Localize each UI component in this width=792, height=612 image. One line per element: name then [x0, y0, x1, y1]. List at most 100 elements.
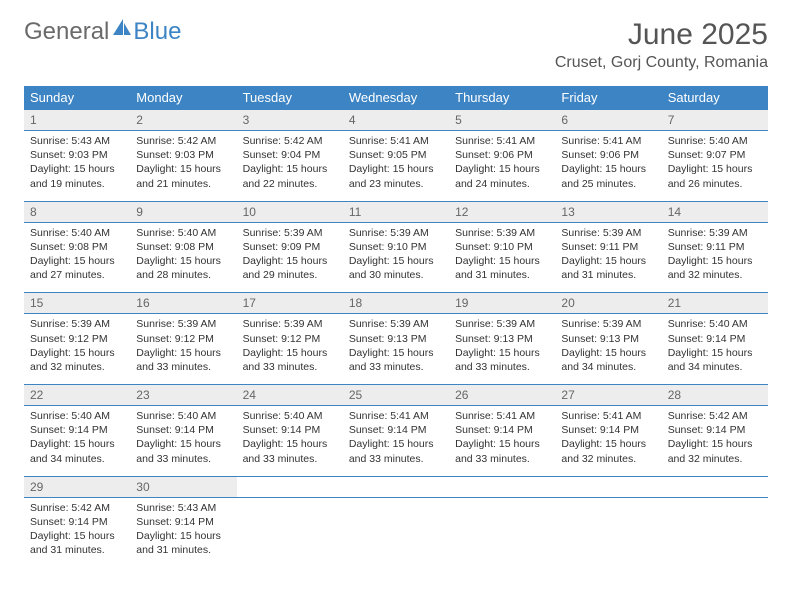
- daylight-text-2: and 31 minutes.: [561, 268, 655, 282]
- daylight-text-1: Daylight: 15 hours: [455, 254, 549, 268]
- daylight-text-2: and 32 minutes.: [30, 360, 124, 374]
- daylight-text-2: and 28 minutes.: [136, 268, 230, 282]
- daylight-text-1: Daylight: 15 hours: [30, 437, 124, 451]
- sunrise-text: Sunrise: 5:39 AM: [668, 226, 762, 240]
- day-detail-cell: Sunrise: 5:40 AMSunset: 9:14 PMDaylight:…: [130, 406, 236, 477]
- daylight-text-1: Daylight: 15 hours: [136, 529, 230, 543]
- sunset-text: Sunset: 9:14 PM: [30, 515, 124, 529]
- daylight-text-1: Daylight: 15 hours: [136, 162, 230, 176]
- sunset-text: Sunset: 9:08 PM: [30, 240, 124, 254]
- day-number: 5: [449, 110, 555, 131]
- sunset-text: Sunset: 9:07 PM: [668, 148, 762, 162]
- daylight-text-1: Daylight: 15 hours: [561, 162, 655, 176]
- daylight-text-1: Daylight: 15 hours: [243, 437, 337, 451]
- sunrise-text: Sunrise: 5:42 AM: [668, 409, 762, 423]
- day-number: 20: [555, 293, 661, 314]
- day-number-row: 22232425262728: [24, 385, 768, 406]
- sunset-text: Sunset: 9:14 PM: [136, 423, 230, 437]
- sunrise-text: Sunrise: 5:39 AM: [349, 226, 443, 240]
- dow-wednesday: Wednesday: [343, 86, 449, 110]
- day-number: [555, 476, 661, 497]
- daylight-text-1: Daylight: 15 hours: [455, 346, 549, 360]
- daylight-text-1: Daylight: 15 hours: [349, 437, 443, 451]
- day-detail-cell: Sunrise: 5:39 AMSunset: 9:09 PMDaylight:…: [237, 222, 343, 293]
- day-detail-cell: [237, 497, 343, 567]
- daylight-text-1: Daylight: 15 hours: [668, 254, 762, 268]
- sunset-text: Sunset: 9:04 PM: [243, 148, 337, 162]
- day-detail-row: Sunrise: 5:40 AMSunset: 9:14 PMDaylight:…: [24, 406, 768, 477]
- day-number: 19: [449, 293, 555, 314]
- day-detail-cell: Sunrise: 5:39 AMSunset: 9:11 PMDaylight:…: [662, 222, 768, 293]
- sunset-text: Sunset: 9:12 PM: [136, 332, 230, 346]
- day-number: 22: [24, 385, 130, 406]
- sunset-text: Sunset: 9:06 PM: [455, 148, 549, 162]
- day-detail-row: Sunrise: 5:40 AMSunset: 9:08 PMDaylight:…: [24, 222, 768, 293]
- day-number: 4: [343, 110, 449, 131]
- sunrise-text: Sunrise: 5:40 AM: [136, 409, 230, 423]
- sunrise-text: Sunrise: 5:41 AM: [455, 134, 549, 148]
- day-number: 15: [24, 293, 130, 314]
- daylight-text-2: and 24 minutes.: [455, 177, 549, 191]
- day-number: 27: [555, 385, 661, 406]
- day-detail-cell: Sunrise: 5:42 AMSunset: 9:03 PMDaylight:…: [130, 131, 236, 202]
- day-detail-cell: Sunrise: 5:41 AMSunset: 9:06 PMDaylight:…: [555, 131, 661, 202]
- logo: General Blue: [24, 18, 181, 46]
- day-number: [237, 476, 343, 497]
- day-detail-cell: Sunrise: 5:42 AMSunset: 9:04 PMDaylight:…: [237, 131, 343, 202]
- sunset-text: Sunset: 9:13 PM: [349, 332, 443, 346]
- day-detail-cell: [343, 497, 449, 567]
- sunset-text: Sunset: 9:06 PM: [561, 148, 655, 162]
- day-detail-cell: Sunrise: 5:39 AMSunset: 9:11 PMDaylight:…: [555, 222, 661, 293]
- day-number: 18: [343, 293, 449, 314]
- sunrise-text: Sunrise: 5:39 AM: [561, 317, 655, 331]
- sunrise-text: Sunrise: 5:43 AM: [30, 134, 124, 148]
- day-number: 17: [237, 293, 343, 314]
- daylight-text-1: Daylight: 15 hours: [561, 437, 655, 451]
- day-number: 14: [662, 201, 768, 222]
- daylight-text-2: and 26 minutes.: [668, 177, 762, 191]
- day-number: 8: [24, 201, 130, 222]
- sunrise-text: Sunrise: 5:39 AM: [30, 317, 124, 331]
- sunrise-text: Sunrise: 5:41 AM: [561, 134, 655, 148]
- daylight-text-2: and 33 minutes.: [349, 360, 443, 374]
- sunset-text: Sunset: 9:14 PM: [349, 423, 443, 437]
- sunset-text: Sunset: 9:03 PM: [30, 148, 124, 162]
- day-detail-row: Sunrise: 5:42 AMSunset: 9:14 PMDaylight:…: [24, 497, 768, 567]
- sunrise-text: Sunrise: 5:39 AM: [455, 226, 549, 240]
- daylight-text-1: Daylight: 15 hours: [561, 254, 655, 268]
- sunset-text: Sunset: 9:14 PM: [30, 423, 124, 437]
- day-number: 2: [130, 110, 236, 131]
- sunset-text: Sunset: 9:05 PM: [349, 148, 443, 162]
- daylight-text-2: and 31 minutes.: [30, 543, 124, 557]
- sunrise-text: Sunrise: 5:42 AM: [243, 134, 337, 148]
- sunset-text: Sunset: 9:10 PM: [349, 240, 443, 254]
- day-number-row: 2930: [24, 476, 768, 497]
- daylight-text-2: and 32 minutes.: [561, 452, 655, 466]
- day-detail-cell: Sunrise: 5:39 AMSunset: 9:13 PMDaylight:…: [555, 314, 661, 385]
- sunrise-text: Sunrise: 5:39 AM: [455, 317, 549, 331]
- daylight-text-1: Daylight: 15 hours: [668, 162, 762, 176]
- daylight-text-1: Daylight: 15 hours: [30, 529, 124, 543]
- day-number: 26: [449, 385, 555, 406]
- daylight-text-2: and 33 minutes.: [349, 452, 443, 466]
- day-detail-cell: Sunrise: 5:42 AMSunset: 9:14 PMDaylight:…: [662, 406, 768, 477]
- day-number: 30: [130, 476, 236, 497]
- sunset-text: Sunset: 9:13 PM: [561, 332, 655, 346]
- dow-tuesday: Tuesday: [237, 86, 343, 110]
- sunrise-text: Sunrise: 5:41 AM: [455, 409, 549, 423]
- day-number: 29: [24, 476, 130, 497]
- sunrise-text: Sunrise: 5:39 AM: [349, 317, 443, 331]
- sunrise-text: Sunrise: 5:39 AM: [561, 226, 655, 240]
- sunrise-text: Sunrise: 5:40 AM: [668, 317, 762, 331]
- daylight-text-2: and 32 minutes.: [668, 452, 762, 466]
- daylight-text-2: and 27 minutes.: [30, 268, 124, 282]
- daylight-text-2: and 23 minutes.: [349, 177, 443, 191]
- sunrise-text: Sunrise: 5:39 AM: [243, 226, 337, 240]
- daylight-text-1: Daylight: 15 hours: [243, 162, 337, 176]
- sunset-text: Sunset: 9:14 PM: [243, 423, 337, 437]
- day-detail-cell: Sunrise: 5:40 AMSunset: 9:14 PMDaylight:…: [24, 406, 130, 477]
- title-block: June 2025 Cruset, Gorj County, Romania: [555, 18, 768, 72]
- day-number: [662, 476, 768, 497]
- daylight-text-2: and 25 minutes.: [561, 177, 655, 191]
- sunrise-text: Sunrise: 5:39 AM: [243, 317, 337, 331]
